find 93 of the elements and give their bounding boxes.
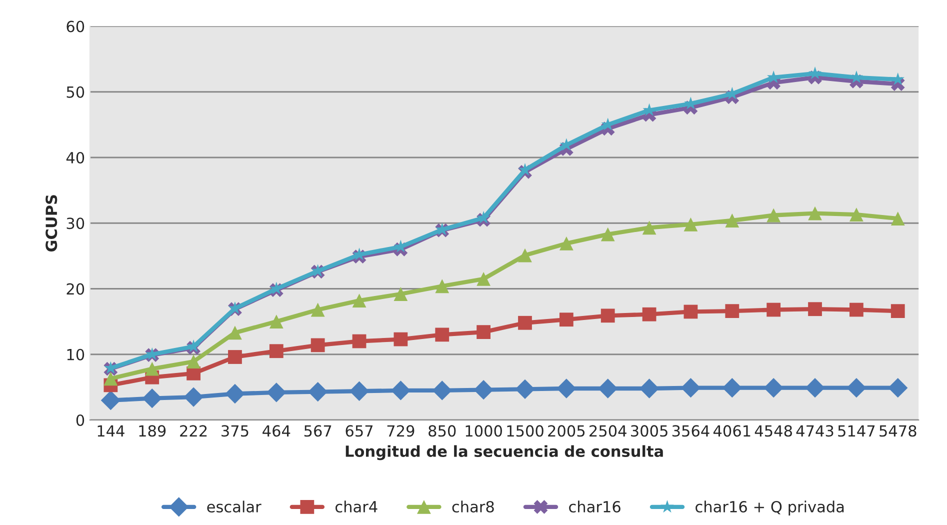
point: [598, 378, 618, 398]
point: [725, 304, 740, 318]
x-tick-label: 144: [98, 425, 124, 436]
point: [476, 272, 491, 286]
point: [559, 312, 574, 327]
point: [515, 379, 535, 399]
point: [142, 388, 162, 408]
point: [725, 214, 740, 228]
point: [518, 316, 532, 330]
y-tick-label: 40: [66, 152, 84, 164]
point: [269, 344, 284, 358]
point: [680, 378, 701, 398]
point: [684, 304, 698, 319]
point: [266, 382, 286, 402]
point: [435, 328, 450, 342]
point: [310, 302, 325, 317]
point: [850, 302, 864, 317]
point: [891, 72, 904, 86]
x-tick-label: 3564: [672, 425, 710, 437]
point: [432, 380, 452, 400]
x-tick-label: 222: [180, 425, 207, 436]
x-tick-label: 2504: [590, 425, 626, 437]
point: [600, 227, 615, 242]
point: [394, 287, 408, 301]
point: [352, 334, 366, 348]
x-tick-label: 5147: [838, 425, 875, 437]
point: [890, 304, 905, 318]
point: [764, 378, 784, 398]
point: [394, 332, 408, 346]
y-tick-label: 50: [66, 86, 84, 98]
point: [310, 338, 325, 352]
x-tick-label: 1500: [507, 425, 544, 437]
x-tick-label: 657: [346, 425, 373, 437]
point: [145, 362, 160, 376]
x-tick-label: 2005: [548, 425, 585, 437]
point: [518, 248, 532, 262]
y-tick-label: 20: [66, 283, 84, 295]
point: [186, 340, 200, 352]
point: [556, 378, 576, 398]
point: [476, 210, 490, 224]
y-tick-label: 10: [67, 348, 84, 360]
point: [349, 381, 370, 401]
point: [228, 326, 242, 340]
x-tick-label: 4743: [796, 425, 834, 437]
point: [888, 378, 908, 398]
x-axis-title: Longitud de la secuencia de consulta: [346, 445, 663, 460]
point: [228, 350, 242, 364]
point: [104, 372, 118, 386]
x-tick-label: 3005: [631, 425, 668, 437]
point: [269, 314, 284, 329]
point: [850, 208, 864, 222]
x-tick-label: 850: [428, 425, 456, 437]
legend-label: escalar: [207, 500, 262, 513]
point: [766, 208, 781, 222]
point: [559, 236, 574, 250]
y-tick-label: 30: [66, 218, 84, 230]
point: [808, 302, 822, 316]
point: [476, 325, 491, 340]
y-tick-label: 60: [66, 20, 84, 32]
x-tick-label: 464: [262, 425, 290, 437]
x-tick-label: 5478: [880, 425, 916, 437]
legend-label: char8: [452, 500, 494, 513]
point: [186, 354, 200, 369]
point: [766, 302, 781, 317]
point: [435, 279, 450, 294]
point: [100, 390, 120, 410]
x-tick-label: 375: [222, 425, 248, 437]
point: [308, 382, 328, 402]
point: [722, 378, 742, 398]
point: [352, 294, 366, 308]
point: [846, 378, 866, 398]
point: [808, 66, 822, 80]
legend-label: char16: [569, 500, 620, 513]
y-axis-title: GCUPS: [46, 195, 58, 252]
point: [184, 387, 204, 407]
x-tick-label: 729: [387, 425, 414, 437]
legend-label: char4: [336, 500, 378, 513]
point: [890, 212, 905, 226]
y-tick-label: 0: [76, 414, 84, 426]
point: [684, 217, 698, 232]
x-tick-label: 4548: [754, 425, 792, 437]
point: [474, 380, 494, 400]
point: [805, 378, 825, 398]
x-tick-label: 1000: [466, 425, 502, 437]
point: [600, 308, 615, 323]
point: [642, 220, 656, 235]
point: [808, 206, 822, 220]
point: [225, 384, 245, 404]
legend-label: char16 + Q privada: [696, 500, 844, 516]
x-tick-label: 567: [304, 425, 332, 437]
x-tick-label: 4061: [713, 425, 750, 437]
x-tick-label: 189: [139, 425, 166, 437]
point: [642, 307, 656, 322]
